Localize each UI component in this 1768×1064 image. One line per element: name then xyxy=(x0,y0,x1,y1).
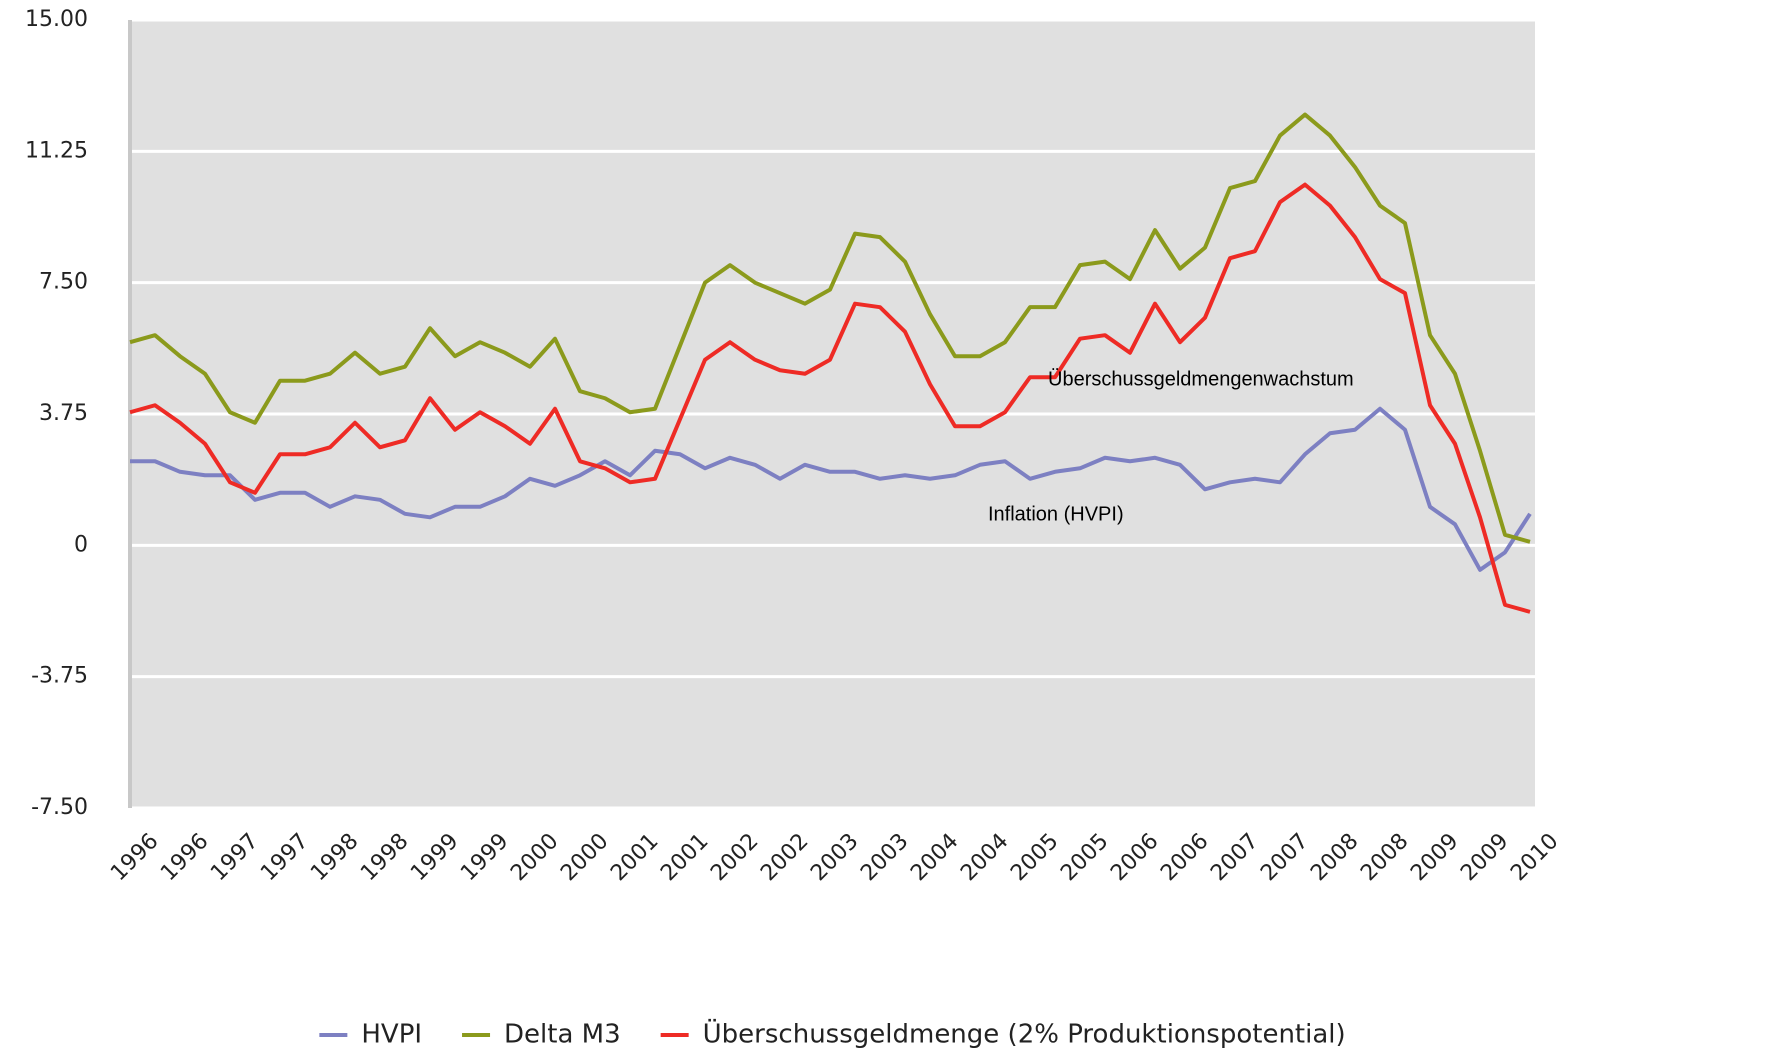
x-tick-label: 1996 xyxy=(156,829,213,886)
y-tick-label: 0 xyxy=(74,532,88,557)
x-tick-label: 2009 xyxy=(1406,829,1463,886)
x-tick-label: 2006 xyxy=(1106,829,1163,886)
y-tick-label: 11.25 xyxy=(25,138,88,163)
y-tick-label: 3.75 xyxy=(39,401,88,426)
x-tick-label: 1996 xyxy=(106,829,163,886)
x-tick-label: 1998 xyxy=(306,829,363,886)
x-tick-label: 2007 xyxy=(1206,829,1263,886)
legend: HVPI Delta M3 Überschussgeldmenge (2% Prod… xyxy=(319,1018,1346,1050)
y-tick-label: -7.50 xyxy=(31,795,88,820)
annotation: Inflation (HVPI) xyxy=(988,503,1124,525)
x-tick-label: 2002 xyxy=(756,829,813,886)
x-tick-label: 2000 xyxy=(556,829,613,886)
x-tick-label: 2003 xyxy=(806,829,863,886)
legend-label: Delta M3 xyxy=(504,1020,621,1050)
x-tick-label: 2003 xyxy=(856,829,913,886)
line xyxy=(129,182,1531,614)
x-tick-label: 2006 xyxy=(1156,829,1213,886)
x-tick-label: 2005 xyxy=(1056,829,1113,886)
x-tick-label: 2001 xyxy=(606,829,663,886)
x-tick-label: 2008 xyxy=(1306,829,1363,886)
y-tick-label: -3.75 xyxy=(31,664,88,689)
annotation: Überschussgeldmengenwachstum xyxy=(1048,368,1354,390)
x-tick-label: 2007 xyxy=(1256,829,1313,886)
x-tick-label: 2008 xyxy=(1356,829,1413,886)
x-tick-label: 1999 xyxy=(456,829,513,886)
x-tick-label: 2009 xyxy=(1456,829,1513,886)
x-tick-label: 2005 xyxy=(1006,829,1063,886)
x-tick-label: 2001 xyxy=(656,829,713,886)
line xyxy=(130,406,1532,572)
y-tick-label: 15.00 xyxy=(25,7,88,32)
legend-label: HVPI xyxy=(361,1020,422,1050)
x-tick-label: 1997 xyxy=(206,829,263,886)
x-tick-label: 1998 xyxy=(356,829,413,886)
x-tick-label: 2004 xyxy=(906,829,963,886)
x-tick-label: 2010 xyxy=(1506,829,1563,886)
y-tick-label: 7.50 xyxy=(39,270,88,295)
x-tick-label: 2000 xyxy=(506,829,563,886)
x-tick-label: 1999 xyxy=(406,829,463,886)
line xyxy=(129,112,1531,544)
x-tick-label: 1997 xyxy=(256,829,313,886)
x-tick-label: 2004 xyxy=(956,829,1013,886)
x-tick-label: 2002 xyxy=(706,829,763,886)
legend-label: Überschussgeldmenge (2% Produktionspoten… xyxy=(703,1018,1346,1050)
